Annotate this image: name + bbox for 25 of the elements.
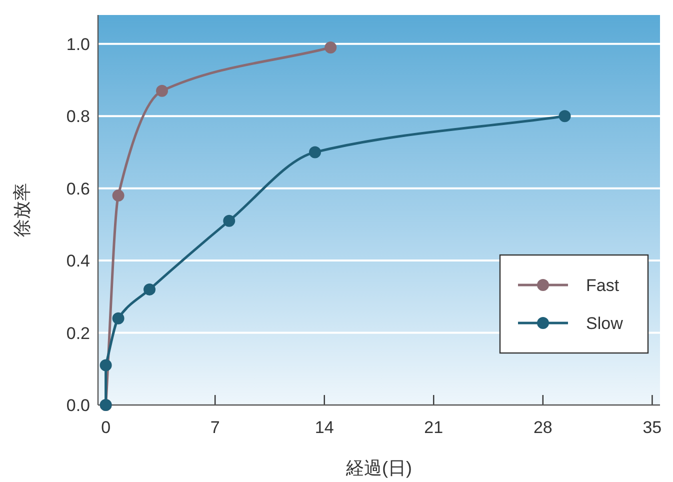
- x-tick-label: 14: [314, 418, 334, 437]
- point: [156, 84, 168, 97]
- x-tick-label: 28: [533, 418, 552, 437]
- x-tick-label: 0: [101, 418, 111, 437]
- y-tick-label: 1.0: [66, 34, 90, 54]
- y-axis-title: 徐放率: [12, 183, 32, 237]
- x-tick-label: 35: [642, 418, 662, 437]
- point: [324, 42, 337, 54]
- y-tick-label: 0.8: [66, 107, 90, 126]
- point: [223, 214, 236, 227]
- point: [100, 359, 112, 372]
- point: [112, 312, 124, 324]
- point: [558, 110, 571, 122]
- x-tick-label: 21: [424, 418, 444, 437]
- legend-label: Slow: [586, 314, 624, 333]
- point: [144, 283, 156, 296]
- y-tick-label: 0.4: [66, 252, 90, 271]
- point: [308, 146, 321, 158]
- x-tick-label: 7: [210, 418, 220, 437]
- y-tick-label: 0.0: [66, 396, 90, 415]
- x-axis-title: 経過(日): [345, 458, 412, 478]
- y-tick-label: 0.6: [66, 179, 90, 198]
- point: [112, 190, 124, 202]
- legend-label: Fast: [586, 276, 620, 295]
- y-tick-label: 0.2: [66, 324, 90, 343]
